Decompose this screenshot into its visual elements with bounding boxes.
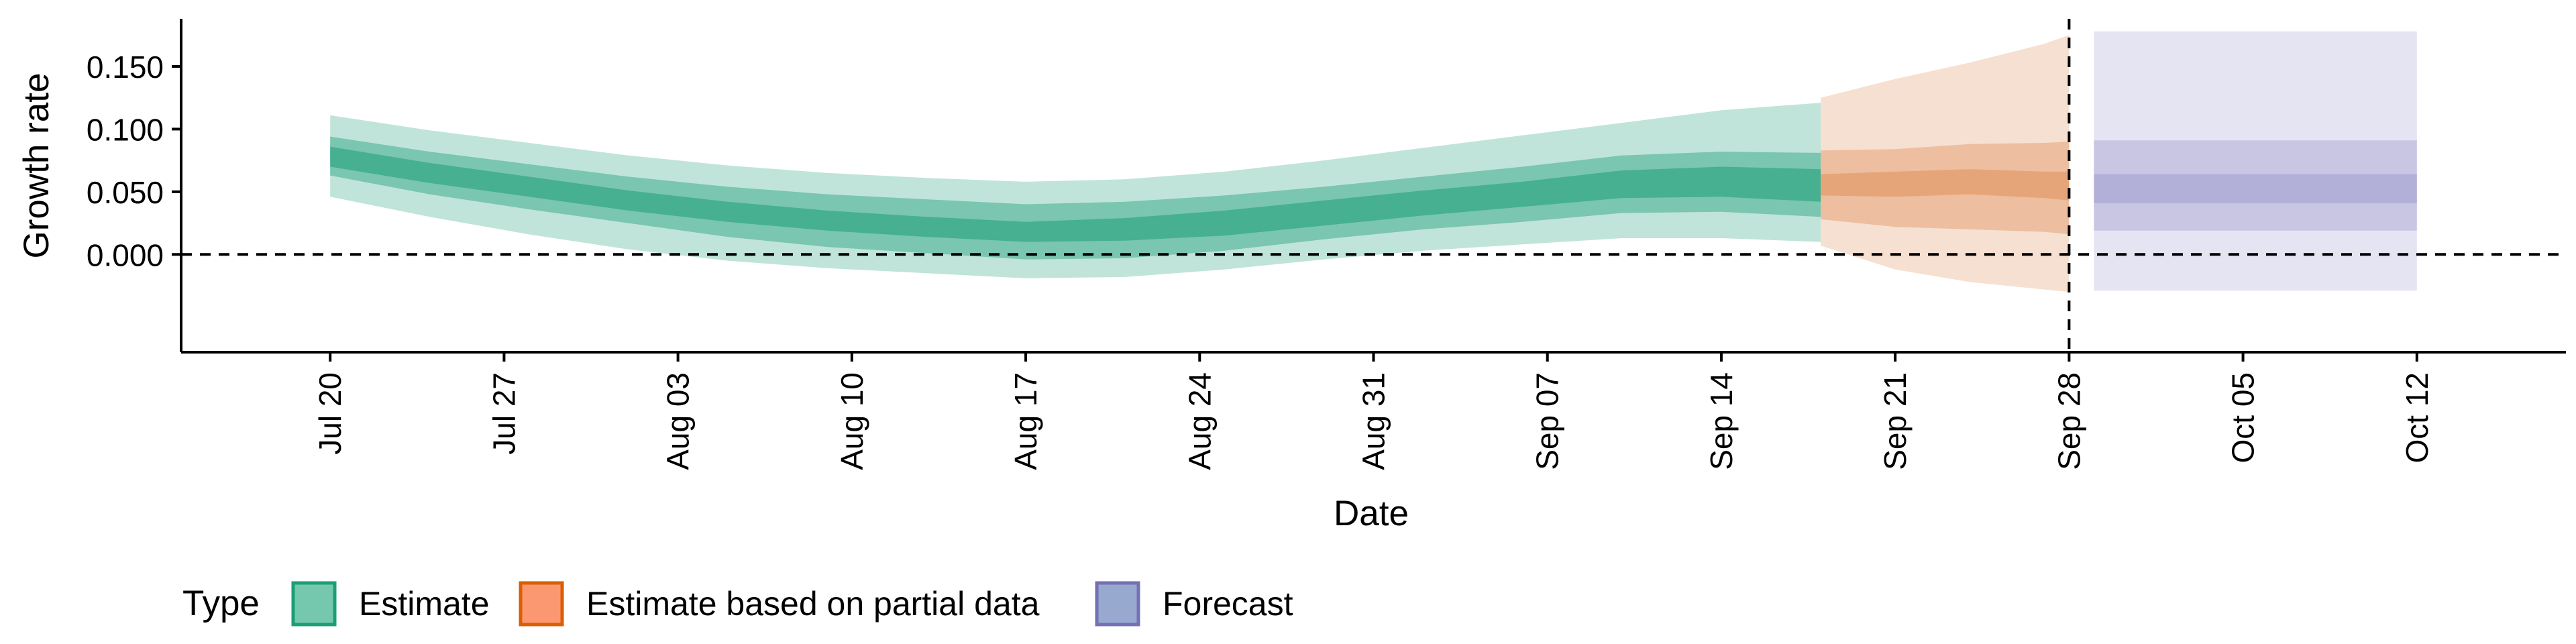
x-tick-label: Sep 14: [1704, 372, 1739, 470]
x-tick-label: Aug 31: [1356, 372, 1391, 470]
legend-label-3: Forecast: [1163, 585, 1293, 623]
x-tick-label: Jul 27: [486, 372, 521, 455]
y-tick-label: 0.050: [87, 175, 164, 210]
x-ticks: Jul 20 Jul 27 Aug 03 Aug 10 Aug 17 Aug 24 Aug …: [313, 352, 2434, 470]
x-tick-label: Oct 12: [2400, 372, 2434, 464]
band-90-series-2: [1821, 35, 2070, 292]
y-tick-label: 0.150: [87, 50, 164, 85]
legend-key-1: [291, 581, 337, 627]
x-tick-label: Sep 28: [2051, 372, 2086, 470]
y-ticks: 0.000 0.050 0.100 0.150: [87, 50, 181, 272]
y-axis-label: Growth rate: [17, 73, 56, 259]
series-3: [2094, 31, 2417, 291]
x-tick-label: Jul 20: [313, 372, 347, 455]
band-50-series-1: [330, 136, 1821, 260]
series-1: [330, 103, 1821, 278]
x-tick-label: Aug 17: [1008, 372, 1043, 470]
legend-label-2: Estimate based on partial data: [586, 585, 1040, 623]
band-20-series-1: [330, 146, 1821, 242]
x-axis-label: Date: [1334, 494, 1409, 533]
x-tick-label: Sep 07: [1530, 372, 1565, 470]
band-20-series-2: [1821, 169, 2070, 201]
series-2: [1821, 35, 2070, 292]
legend-label-1: Estimate: [359, 585, 490, 623]
legend-key-3: [1095, 581, 1140, 627]
reference-lines: [181, 19, 2566, 352]
band-90-series-3: [2094, 31, 2417, 291]
y-tick-label: 0.000: [87, 237, 164, 272]
x-tick-label: Aug 24: [1182, 372, 1217, 470]
x-tick-label: Sep 21: [1878, 372, 1913, 470]
y-tick-label: 0.100: [87, 112, 164, 147]
x-tick-label: Aug 10: [835, 372, 869, 470]
x-tick-label: Aug 03: [661, 372, 696, 470]
legend-title: Type: [182, 584, 260, 623]
x-tick-label: Oct 05: [2226, 372, 2261, 464]
band-90-series-1: [330, 103, 1821, 278]
legend: Type Estimate Estimate based on partial d…: [182, 581, 1293, 627]
band-20-series-3: [2094, 174, 2417, 203]
legend-key-2: [519, 581, 564, 627]
confidence-bands: [330, 31, 2417, 292]
